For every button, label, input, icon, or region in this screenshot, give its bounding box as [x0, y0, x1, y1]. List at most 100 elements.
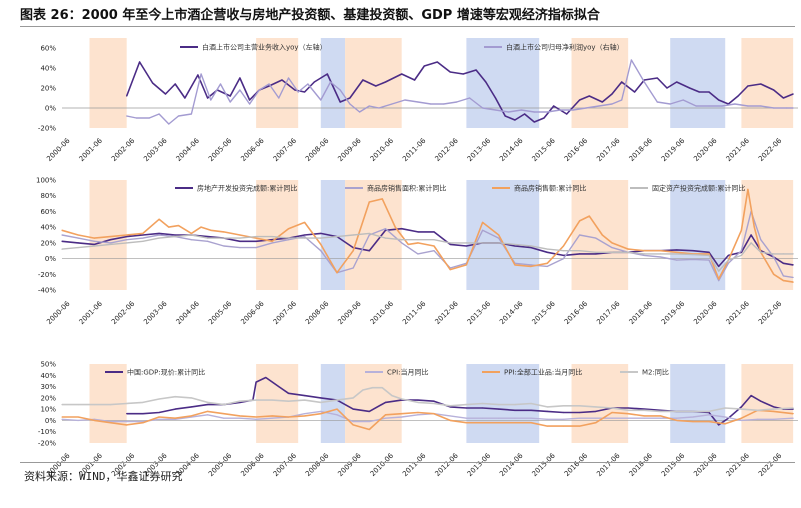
x-tick-label: 2004-06	[175, 136, 202, 163]
data-point	[750, 234, 752, 236]
data-point	[61, 404, 63, 406]
data-point	[239, 415, 241, 417]
x-tick-label: 2014-06	[498, 451, 525, 478]
x-tick-label: 2008-06	[304, 136, 331, 163]
data-point	[77, 246, 79, 249]
data-point	[177, 115, 180, 117]
data-point	[740, 417, 742, 419]
data-point	[494, 109, 497, 111]
data-point	[401, 228, 403, 230]
data-point	[249, 103, 251, 105]
data-point	[294, 89, 296, 91]
data-point	[433, 245, 435, 247]
data-point	[572, 109, 574, 111]
data-point	[239, 234, 241, 236]
data-point	[579, 425, 581, 427]
x-tick-label: 2008-06	[304, 299, 331, 326]
data-point	[349, 97, 351, 99]
data-point	[579, 220, 581, 222]
legend-label: 白酒上市公司归母净利润yoy（右轴）	[506, 43, 624, 52]
data-point	[676, 410, 678, 412]
data-point	[718, 279, 720, 282]
data-point	[339, 89, 341, 91]
x-tick-label: 2021-06	[725, 136, 752, 163]
data-point	[223, 237, 225, 239]
data-point	[740, 229, 742, 231]
data-point	[190, 234, 193, 236]
data-point	[313, 81, 315, 83]
data-point	[740, 406, 742, 408]
data-point	[339, 101, 341, 103]
series-line-4	[62, 386, 794, 413]
y-tick-label: 60%	[40, 45, 56, 53]
data-point	[579, 253, 581, 255]
data-point	[239, 400, 241, 402]
data-point	[643, 253, 645, 255]
data-point	[307, 83, 309, 85]
data-point	[93, 243, 95, 246]
x-tick-label: 2005-06	[207, 136, 234, 163]
data-point	[352, 420, 354, 423]
data-point	[368, 234, 370, 236]
data-point	[304, 237, 306, 239]
x-tick-label: 2018-06	[628, 451, 655, 478]
data-point	[336, 235, 338, 238]
data-point	[449, 405, 451, 407]
data-point	[595, 237, 597, 239]
data-point	[630, 59, 632, 61]
data-point	[579, 234, 581, 236]
data-point	[352, 424, 354, 426]
data-point	[304, 415, 306, 417]
data-point	[621, 81, 623, 83]
x-tick-label: 2010-06	[369, 451, 396, 478]
x-tick-label: 2015-06	[531, 451, 558, 478]
data-point	[718, 265, 720, 268]
data-point	[320, 397, 322, 399]
data-point	[368, 201, 370, 203]
y-tick-label: 40%	[40, 224, 56, 232]
data-point	[271, 239, 273, 241]
data-point	[268, 85, 270, 87]
x-tick-label: 2019-06	[660, 299, 687, 326]
data-point	[126, 239, 128, 241]
data-point	[77, 237, 79, 239]
data-point	[287, 416, 290, 418]
data-point	[553, 105, 555, 107]
data-point	[530, 246, 532, 249]
data-point	[417, 253, 419, 255]
data-point	[792, 413, 794, 415]
x-tick-label: 2015-06	[531, 299, 558, 326]
y-tick-label: 0%	[45, 255, 56, 263]
data-point	[792, 408, 794, 410]
data-point	[498, 422, 500, 424]
data-point	[727, 254, 730, 257]
data-point	[190, 397, 193, 399]
data-point	[304, 399, 306, 401]
data-point	[514, 119, 516, 121]
y-tick-label: 40%	[40, 372, 56, 380]
data-point	[109, 243, 112, 246]
legend-label: 房地产开发投资完成额:累计同比	[197, 184, 297, 193]
data-point	[368, 105, 370, 107]
data-point	[158, 232, 160, 235]
shade-band-orange	[571, 38, 629, 128]
data-point	[151, 82, 154, 84]
data-point	[562, 418, 565, 420]
data-point	[718, 99, 720, 101]
source-note: 资料来源：WIND，华鑫证券研究	[24, 470, 183, 483]
x-tick-label: 2006-06	[239, 299, 266, 326]
data-point	[792, 407, 794, 409]
data-point	[433, 231, 435, 233]
data-point	[659, 417, 662, 419]
data-point	[142, 422, 144, 424]
data-point	[449, 419, 451, 422]
data-point	[320, 99, 322, 101]
data-point	[174, 408, 176, 410]
data-point	[304, 395, 306, 397]
data-point	[271, 417, 273, 419]
data-point	[588, 215, 590, 217]
data-point	[708, 410, 710, 412]
data-point	[595, 410, 597, 412]
data-point	[93, 237, 95, 239]
x-tick-label: 2021-06	[725, 299, 752, 326]
